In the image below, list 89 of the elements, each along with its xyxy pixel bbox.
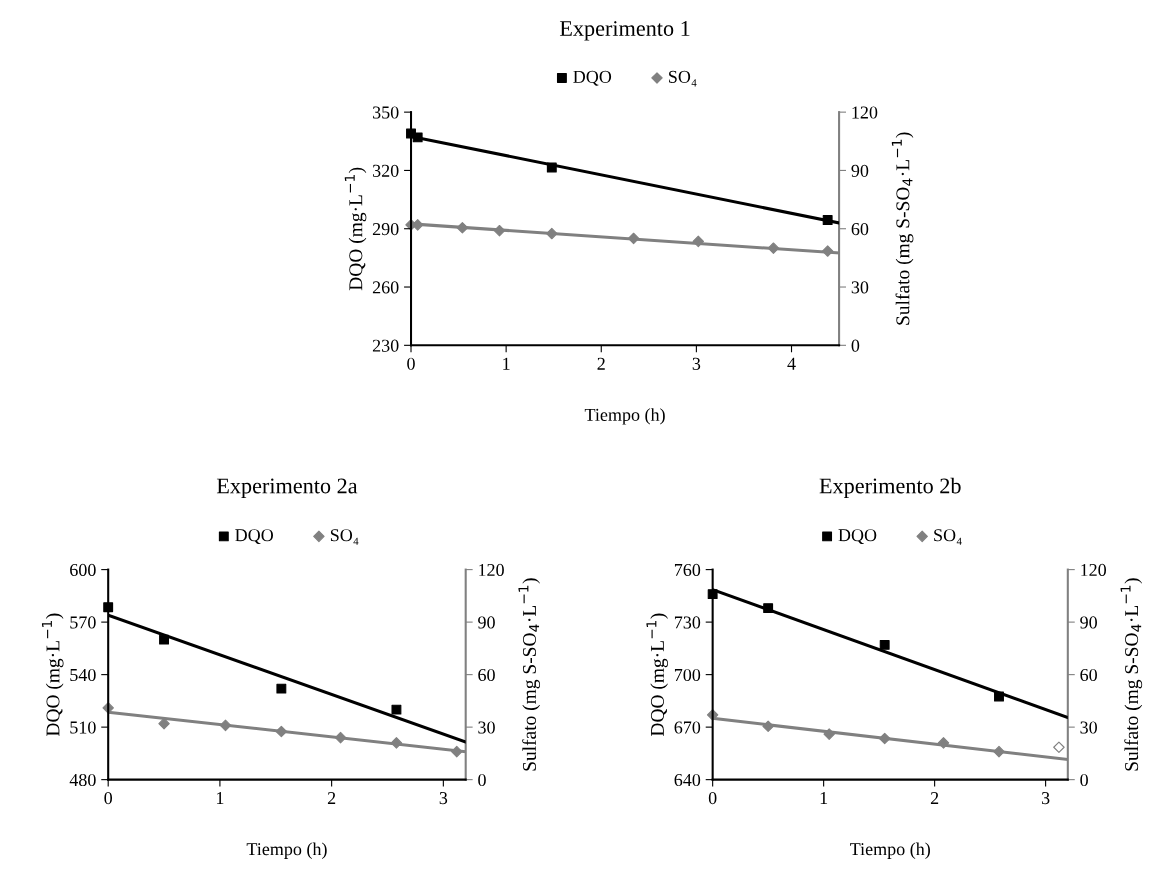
- y-axis-title: DQO (mg·L$^{−1}$): [41, 613, 64, 737]
- x-tick-label: 2: [930, 792, 939, 804]
- point: [762, 720, 774, 733]
- point: [159, 634, 169, 645]
- y-tick-label: 290: [372, 222, 399, 236]
- y-tick-label: 540: [70, 668, 96, 682]
- chart-title: Experimento 2b: [819, 477, 961, 498]
- point: [937, 737, 950, 749]
- point: [822, 215, 833, 225]
- y2-tick-label: 0: [1080, 773, 1088, 787]
- y2-tick-label: 90: [851, 164, 869, 177]
- y2-tick-label: 0: [478, 773, 486, 787]
- point: [219, 719, 232, 732]
- point: [993, 745, 1005, 758]
- legend-label: SO₄: [669, 70, 697, 87]
- y2-axis-title: Sulfato (mg S-SO$_{4}$·L$^{−1}$): [1120, 578, 1143, 771]
- point: [390, 737, 403, 749]
- point: [823, 728, 835, 740]
- y2-tick-label: 60: [851, 222, 869, 236]
- x-tick-label: 1: [216, 792, 224, 804]
- y2-tick-label: 0: [851, 339, 860, 352]
- point: [994, 691, 1004, 702]
- point: [412, 132, 423, 143]
- point: [546, 227, 558, 240]
- point: [627, 232, 640, 245]
- y-tick-label: 350: [372, 106, 399, 119]
- y-axis-title: DQO (mg·L$^{−1}$): [344, 167, 367, 291]
- point: [275, 725, 288, 738]
- x-tick-label: 1: [820, 792, 828, 804]
- x-tick-label: 1: [503, 357, 510, 370]
- y-tick-label: 730: [674, 616, 701, 629]
- point: [767, 242, 780, 254]
- y-tick-label: 760: [674, 563, 701, 577]
- legend-label: SO₄: [330, 529, 359, 545]
- legend-label: DQO: [573, 70, 612, 86]
- y2-tick-label: 60: [1080, 668, 1097, 682]
- point: [334, 731, 347, 744]
- x-tick-label: 3: [1041, 792, 1050, 805]
- y-tick-label: 230: [372, 339, 399, 352]
- y-tick-label: 570: [70, 616, 96, 629]
- y-axis-title: DQO (mg·L$^{−1}$): [646, 613, 668, 737]
- x-tick-label: 3: [692, 357, 701, 370]
- legend-label: SO₄: [934, 529, 962, 545]
- point: [763, 603, 774, 614]
- y2-tick-label: 90: [478, 616, 495, 629]
- legend-label: DQO: [838, 529, 877, 545]
- x-tick-label: 0: [104, 791, 113, 805]
- y-tick-label: 640: [674, 773, 701, 787]
- point: [878, 732, 891, 745]
- point: [493, 224, 506, 237]
- y-tick-label: 320: [372, 164, 399, 177]
- y-tick-label: 600: [70, 563, 96, 577]
- y2-tick-label: 30: [1080, 721, 1097, 734]
- point: [821, 245, 834, 257]
- point: [451, 745, 463, 758]
- y-tick-label: 700: [674, 668, 701, 682]
- point: [1053, 741, 1065, 754]
- x-axis-title: Tiempo (h): [246, 842, 327, 859]
- x-tick-label: 4: [787, 357, 796, 370]
- x-axis-title: Tiempo (h): [850, 842, 930, 859]
- y2-tick-label: 120: [1081, 563, 1107, 577]
- x-tick-label: 0: [407, 357, 415, 370]
- x-axis-title: Tiempo (h): [584, 408, 665, 425]
- y-tick-label: 510: [70, 721, 96, 734]
- point: [546, 162, 557, 173]
- y2-tick-label: 120: [852, 106, 878, 119]
- x-tick-label: 0: [708, 791, 717, 805]
- legend-label: DQO: [235, 529, 274, 545]
- point: [692, 235, 705, 248]
- y2-axis-title: Sulfato (mg S-SO$_{4}$·L$^{−1}$): [518, 578, 541, 771]
- y2-tick-label: 30: [851, 281, 869, 294]
- point: [103, 602, 114, 613]
- y2-axis-title: Sulfato (mg S-SO$_{4}$·L$^{−1}$): [891, 132, 914, 325]
- y2-tick-label: 30: [478, 721, 495, 734]
- point: [707, 589, 718, 600]
- point: [276, 683, 287, 694]
- y-tick-label: 260: [372, 281, 399, 294]
- x-tick-label: 2: [327, 792, 336, 804]
- y2-tick-label: 120: [479, 563, 504, 577]
- y-tick-label: 670: [674, 721, 701, 734]
- chart-title: Experimento 1: [559, 21, 690, 41]
- chart-title: Experimento 2a: [216, 478, 358, 498]
- x-tick-label: 2: [597, 357, 605, 370]
- point: [391, 704, 402, 715]
- y2-tick-label: 90: [1080, 616, 1097, 629]
- point: [879, 639, 890, 650]
- x-tick-label: 3: [439, 792, 448, 805]
- y-tick-label: 480: [69, 773, 96, 787]
- y2-tick-label: 60: [478, 668, 495, 682]
